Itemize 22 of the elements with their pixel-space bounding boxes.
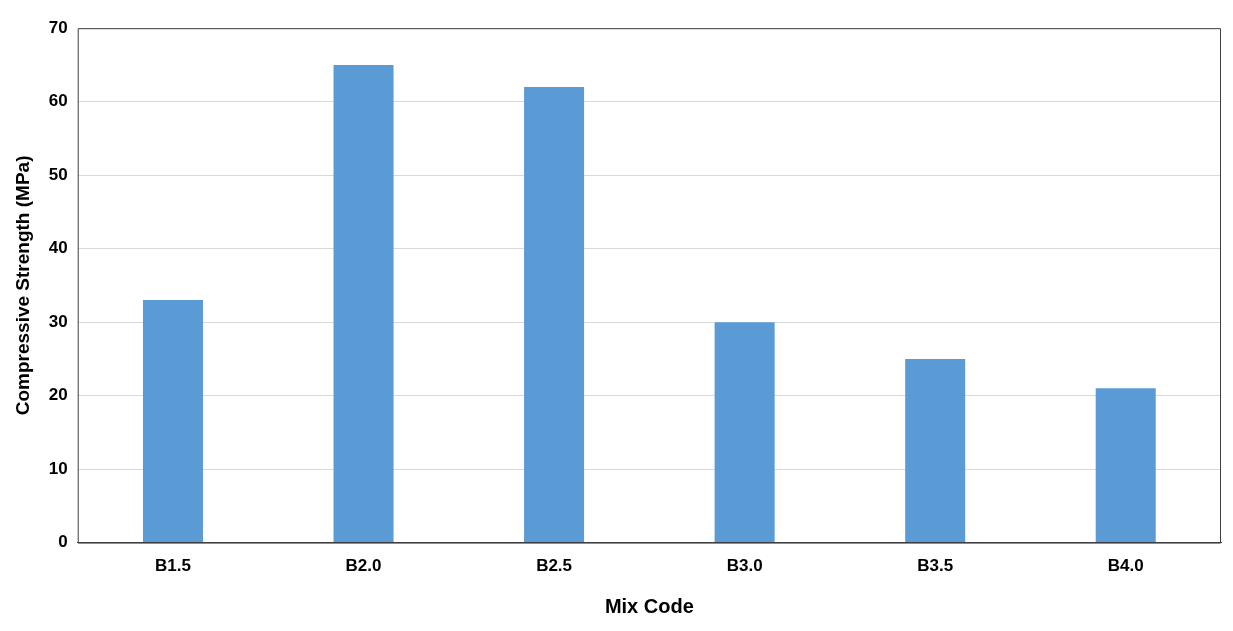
x-tick-label: B3.5 <box>917 556 954 576</box>
bar <box>905 358 966 543</box>
x-tick-label: B2.0 <box>345 556 382 576</box>
x-axis-title: Mix Code <box>604 594 694 617</box>
bar <box>333 64 394 543</box>
y-tick-label: 0 <box>58 532 68 552</box>
x-tick-label: B4.0 <box>1107 556 1144 576</box>
y-tick-label: 60 <box>48 91 68 111</box>
y-tick-label: 30 <box>48 311 68 331</box>
x-tick-label: B3.0 <box>726 556 763 576</box>
bar <box>142 300 203 543</box>
bar <box>714 322 775 543</box>
x-tick-label: B1.5 <box>155 556 191 576</box>
y-tick-label: 10 <box>48 458 68 478</box>
y-tick-label: 50 <box>48 164 68 184</box>
bar <box>1095 388 1156 543</box>
y-axis-title: Compressive Strength (MPa) <box>11 155 33 416</box>
bar <box>524 86 585 543</box>
x-tick-label: B2.5 <box>536 556 573 576</box>
y-tick-label: 40 <box>48 238 68 258</box>
y-tick-label: 20 <box>48 385 68 405</box>
y-tick-label: 70 <box>48 17 68 37</box>
